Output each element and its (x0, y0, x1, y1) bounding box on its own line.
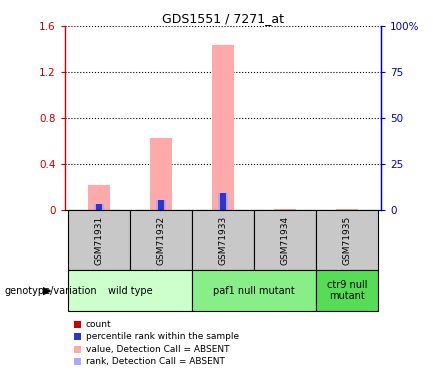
Bar (316, 270, 378, 311)
Bar (150, 138, 172, 210)
Bar (192, 270, 316, 311)
Text: count: count (86, 320, 111, 329)
Bar (68, 210, 130, 270)
Bar (68, 270, 192, 311)
Bar (155, 200, 166, 210)
Text: paf1 null mutant: paf1 null mutant (213, 286, 295, 296)
Bar (94, 204, 104, 210)
Text: rank, Detection Call = ABSENT: rank, Detection Call = ABSENT (86, 357, 225, 366)
Text: genotype/variation: genotype/variation (4, 286, 97, 296)
Bar (192, 210, 254, 270)
Bar (274, 209, 296, 210)
Bar (88, 185, 110, 210)
Title: GDS1551 / 7271_at: GDS1551 / 7271_at (162, 12, 284, 25)
Text: ▶: ▶ (43, 286, 52, 296)
Text: percentile rank within the sample: percentile rank within the sample (86, 332, 239, 341)
Bar (212, 45, 234, 210)
Text: wild type: wild type (108, 286, 152, 296)
Bar (158, 200, 164, 210)
Bar (220, 194, 226, 210)
Bar (316, 210, 378, 270)
Text: value, Detection Call = ABSENT: value, Detection Call = ABSENT (86, 345, 229, 354)
Text: GSM71934: GSM71934 (281, 215, 290, 265)
Text: GSM71931: GSM71931 (94, 215, 103, 265)
Bar (130, 210, 192, 270)
Text: GSM71935: GSM71935 (343, 215, 352, 265)
Bar (96, 204, 102, 210)
Bar (336, 209, 358, 210)
Bar (254, 210, 316, 270)
Text: ctr9 null
mutant: ctr9 null mutant (327, 280, 367, 302)
Text: GSM71933: GSM71933 (219, 215, 227, 265)
Bar (217, 194, 229, 210)
Text: GSM71932: GSM71932 (156, 215, 165, 265)
